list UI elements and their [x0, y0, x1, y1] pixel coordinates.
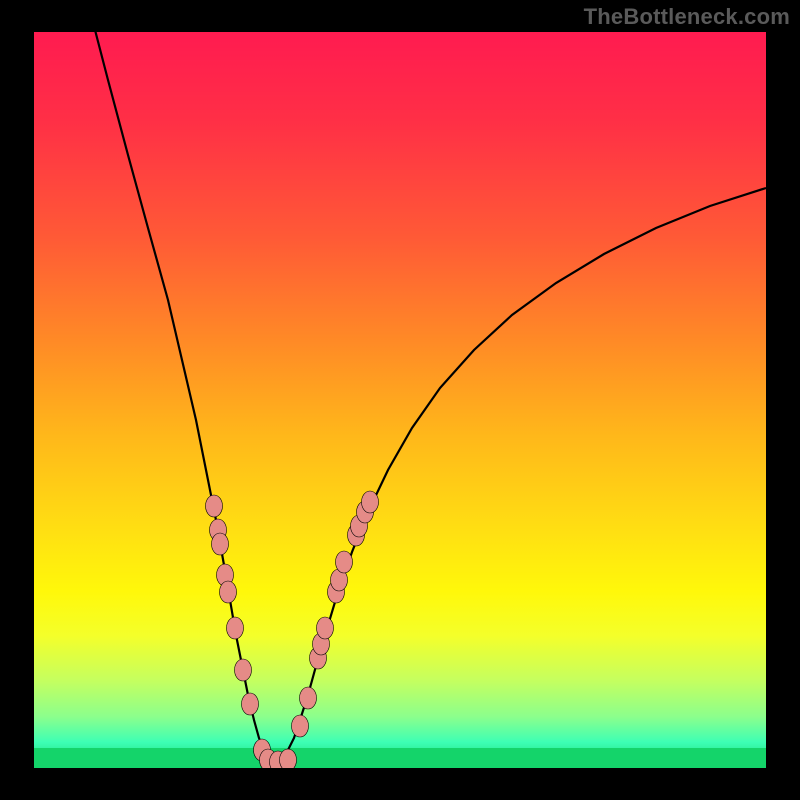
curve-marker: [227, 617, 244, 639]
curve-marker: [300, 687, 317, 709]
curve-marker: [242, 693, 259, 715]
curve-marker: [206, 495, 223, 517]
plot-background: [34, 32, 766, 768]
bottleneck-chart: [0, 0, 800, 800]
curve-marker: [336, 551, 353, 573]
curve-marker: [280, 749, 297, 771]
curve-marker: [235, 659, 252, 681]
watermark-text: TheBottleneck.com: [584, 4, 790, 30]
curve-marker: [317, 617, 334, 639]
chart-frame: { "meta": { "watermark_text": "TheBottle…: [0, 0, 800, 800]
curve-marker: [362, 491, 379, 513]
curve-marker: [220, 581, 237, 603]
curve-marker: [292, 715, 309, 737]
curve-marker: [212, 533, 229, 555]
floor-band: [34, 748, 766, 768]
